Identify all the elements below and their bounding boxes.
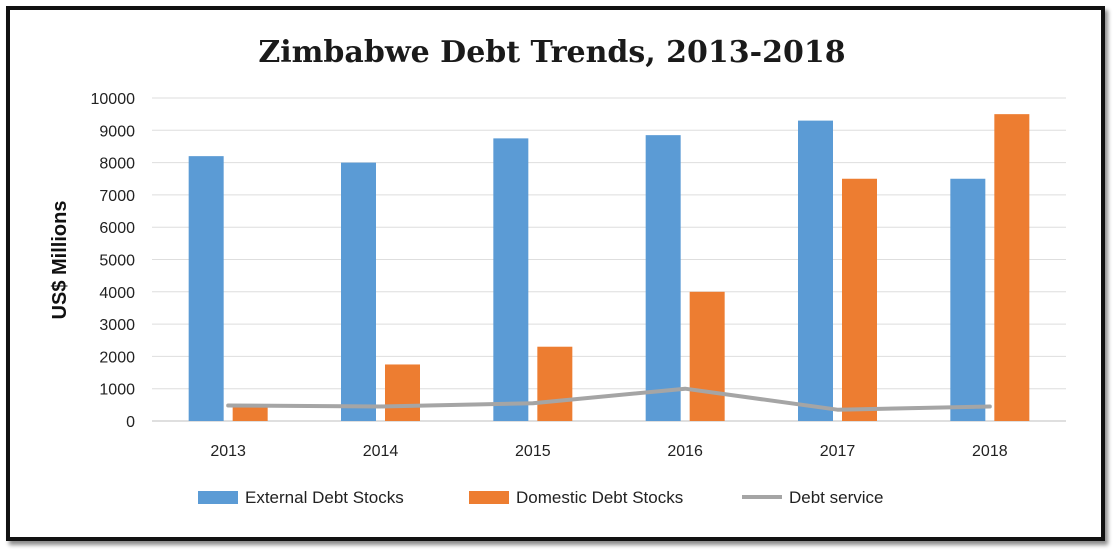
x-tick-label: 2015 [515,443,551,460]
x-tick-label: 2018 [972,443,1008,460]
y-tick-label: 5000 [99,253,135,270]
legend-label-domestic-debt-stocks: Domestic Debt Stocks [516,488,683,507]
legend-swatch-domestic-debt-stocks [469,491,509,504]
y-tick-label: 7000 [99,188,135,205]
y-tick-label: 4000 [99,285,135,302]
bar-external-debt-stocks-2018 [950,178,986,421]
legend-label-debt-service: Debt service [789,488,883,507]
y-tick-label: 0 [126,414,135,431]
y-tick-labels: 0 1000 2000 3000 4000 5000 6000 7000 8000 9000 100… [91,91,136,431]
legend: External Debt Stocks Domestic Debt Stocks… [198,488,883,507]
y-tick-label: 9000 [99,123,135,140]
bar-external-debt-stocks-2016 [645,135,681,421]
x-tick-label: 2013 [210,443,246,460]
bar-external-debt-stocks-2017 [798,120,833,422]
bar-external-debt-stocks-2013 [188,156,224,421]
bar-domestic-debt-stocks-2013 [232,404,268,421]
bar-domestic-debt-stocks-2017 [842,178,877,421]
legend-swatch-external-debt-stocks [198,491,238,504]
x-tick-label: 2017 [820,443,856,460]
bar-external-debt-stocks-2014 [341,162,376,421]
y-tick-label: 3000 [99,317,135,334]
bars [188,114,1030,422]
line-debt-service [226,386,992,412]
bar-domestic-debt-stocks-2015 [537,346,573,421]
y-tick-label: 10000 [91,91,136,108]
legend-label-external-debt-stocks: External Debt Stocks [245,488,404,507]
y-tick-label: 8000 [99,156,135,173]
x-tick-label: 2014 [363,443,399,460]
x-tick-labels: 2013 2014 2015 2016 2017 2018 [210,443,1007,460]
debt-service-line [226,386,992,412]
x-tick-label: 2016 [667,443,703,460]
y-tick-label: 6000 [99,220,135,237]
gridlines [152,97,1066,422]
chart-title: Zimbabwe Debt Trends, 2013-2018 [258,35,845,70]
bar-domestic-debt-stocks-2016 [689,291,725,421]
bar-domestic-debt-stocks-2018 [994,114,1030,422]
y-axis-label: US$ Millions [49,201,71,320]
bar-domestic-debt-stocks-2014 [385,364,420,421]
y-tick-label: 2000 [99,349,135,366]
y-tick-label: 1000 [99,382,135,399]
bar-external-debt-stocks-2015 [493,138,529,421]
